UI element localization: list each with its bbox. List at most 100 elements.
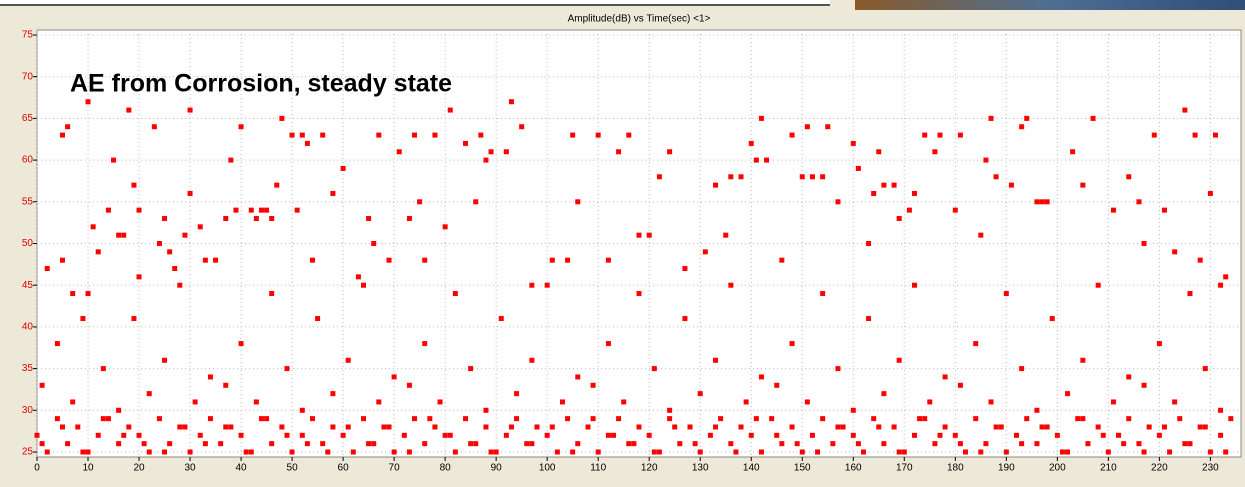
point	[448, 108, 453, 113]
point	[529, 283, 534, 288]
point	[1193, 133, 1198, 138]
point	[994, 174, 999, 179]
point	[504, 149, 509, 154]
point	[835, 199, 840, 204]
x-tick-label: 80	[440, 463, 452, 474]
point	[810, 433, 815, 438]
point	[805, 399, 810, 404]
point	[269, 291, 274, 296]
point	[402, 433, 407, 438]
point	[1024, 116, 1029, 121]
point	[1034, 199, 1039, 204]
point	[672, 424, 677, 429]
point	[259, 416, 264, 421]
point	[591, 383, 596, 388]
point	[978, 233, 983, 238]
point	[305, 441, 310, 446]
page: {"chart_data": {"type": "scatter", "titl…	[0, 0, 1245, 487]
point	[876, 424, 881, 429]
point	[1152, 133, 1157, 138]
point	[677, 441, 682, 446]
point	[387, 258, 392, 263]
point	[509, 424, 514, 429]
x-tick-label: 10	[82, 463, 94, 474]
point	[606, 258, 611, 263]
point	[1157, 433, 1162, 438]
point	[626, 133, 631, 138]
x-tick-label: 140	[743, 463, 760, 474]
point	[96, 433, 101, 438]
point	[779, 441, 784, 446]
point	[1218, 408, 1223, 413]
point	[560, 399, 565, 404]
point	[60, 133, 65, 138]
point	[1177, 416, 1182, 421]
point	[519, 124, 524, 129]
point	[300, 433, 305, 438]
point	[407, 383, 412, 388]
point	[713, 358, 718, 363]
point	[239, 341, 244, 346]
x-tick-label: 180	[947, 463, 964, 474]
point	[835, 424, 840, 429]
point	[1065, 391, 1070, 396]
point	[387, 424, 392, 429]
point	[157, 241, 162, 246]
point	[1162, 208, 1167, 213]
point	[371, 241, 376, 246]
point	[820, 291, 825, 296]
point	[713, 424, 718, 429]
point	[65, 124, 70, 129]
x-tick-label: 70	[389, 463, 401, 474]
point	[305, 141, 310, 146]
point	[412, 133, 417, 138]
point	[269, 441, 274, 446]
point	[1198, 424, 1203, 429]
point	[182, 233, 187, 238]
point	[412, 416, 417, 421]
point	[851, 433, 856, 438]
point	[341, 166, 346, 171]
point	[407, 216, 412, 221]
point	[320, 133, 325, 138]
point	[881, 391, 886, 396]
point	[805, 124, 810, 129]
point	[754, 416, 759, 421]
point	[147, 449, 152, 454]
point	[116, 408, 121, 413]
point	[1096, 424, 1101, 429]
point	[565, 258, 570, 263]
screen: Amplitude(dB) vs Time(sec) <1> 253035404…	[0, 0, 1245, 487]
point	[177, 424, 182, 429]
point	[835, 366, 840, 371]
point	[70, 399, 75, 404]
point	[1096, 283, 1101, 288]
point	[973, 341, 978, 346]
point	[1050, 316, 1055, 321]
point	[1080, 183, 1085, 188]
point	[463, 141, 468, 146]
point	[1009, 183, 1014, 188]
point	[938, 133, 943, 138]
point	[958, 441, 963, 446]
point	[728, 441, 733, 446]
point	[239, 124, 244, 129]
point	[142, 441, 147, 446]
point	[371, 441, 376, 446]
point	[432, 424, 437, 429]
point	[631, 441, 636, 446]
point	[1111, 399, 1116, 404]
point	[45, 266, 50, 271]
point	[101, 366, 106, 371]
point	[953, 208, 958, 213]
point	[550, 424, 555, 429]
point	[1004, 449, 1009, 454]
point	[131, 183, 136, 188]
point	[616, 149, 621, 154]
point	[106, 416, 111, 421]
point	[570, 449, 575, 454]
point	[244, 449, 249, 454]
point	[320, 441, 325, 446]
x-tick-label: 170	[896, 463, 913, 474]
point	[922, 133, 927, 138]
